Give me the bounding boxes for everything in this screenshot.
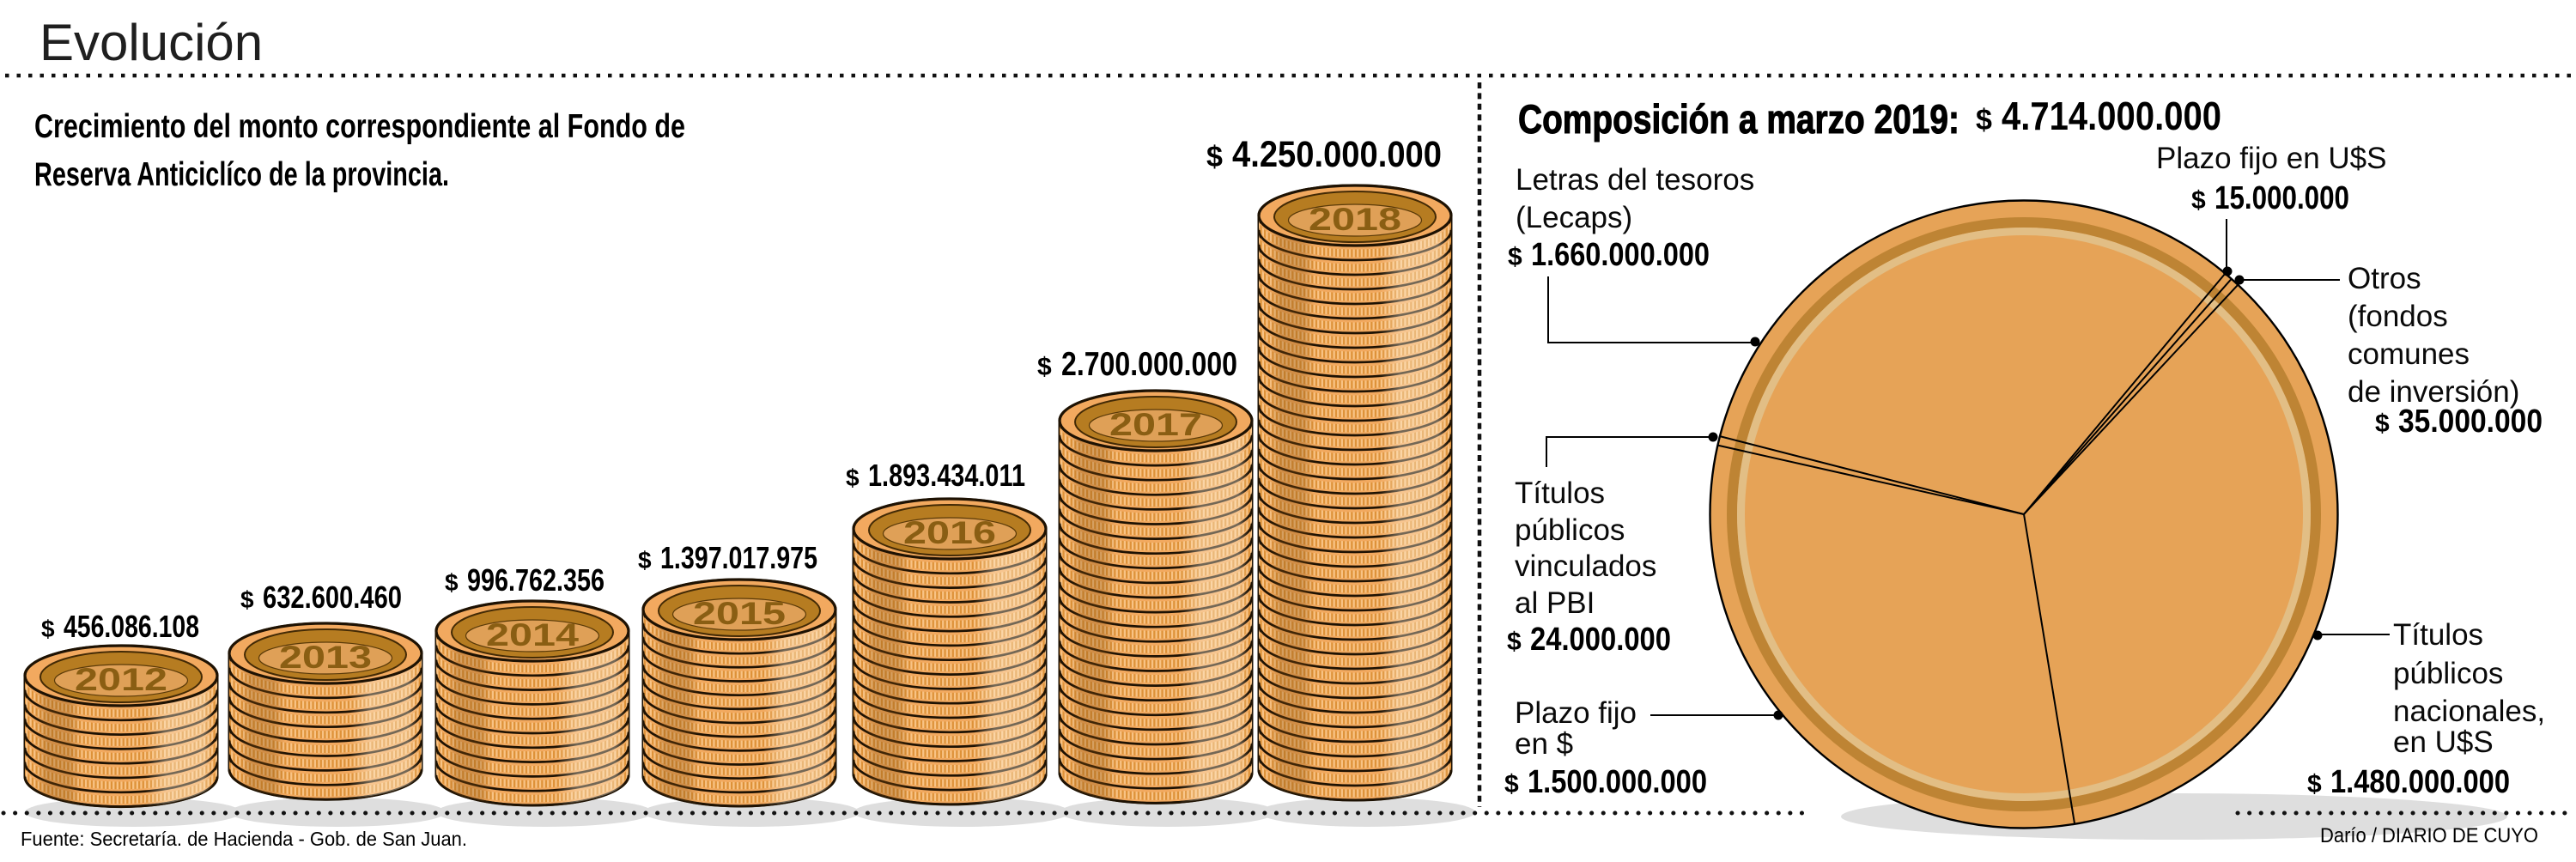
svg-text:24.000.000: 24.000.000 xyxy=(1530,622,1671,658)
svg-text:Letras del tesoros: Letras del tesoros xyxy=(1516,163,1754,197)
svg-text:$: $ xyxy=(1507,628,1522,656)
svg-text:Evolución: Evolución xyxy=(39,14,263,71)
svg-text:2014: 2014 xyxy=(486,617,580,653)
svg-text:$: $ xyxy=(638,547,652,574)
svg-text:Títulos: Títulos xyxy=(1515,477,1605,510)
svg-text:1.893.434.011: 1.893.434.011 xyxy=(868,458,1025,493)
svg-text:2012: 2012 xyxy=(75,662,167,697)
svg-text:4.714.000.000: 4.714.000.000 xyxy=(2002,94,2221,138)
svg-text:2016: 2016 xyxy=(903,515,996,550)
svg-text:$: $ xyxy=(846,464,860,491)
svg-text:Otros: Otros xyxy=(2348,262,2421,295)
svg-text:Fuente: Secretaría. de Haciend: Fuente: Secretaría. de Hacienda - Gob. d… xyxy=(21,828,467,850)
svg-text:$: $ xyxy=(2375,410,2390,438)
svg-text:nacionales,: nacionales, xyxy=(2393,695,2545,728)
svg-text:al PBI: al PBI xyxy=(1515,586,1595,620)
svg-text:1.480.000.000: 1.480.000.000 xyxy=(2330,764,2510,800)
svg-text:Plazo fijo: Plazo fijo xyxy=(1515,696,1637,730)
svg-text:$: $ xyxy=(1206,141,1223,173)
svg-text:15.000.000: 15.000.000 xyxy=(2215,180,2349,216)
svg-text:$: $ xyxy=(1976,104,1992,137)
svg-text:$: $ xyxy=(2307,770,2322,798)
svg-text:1.397.017.975: 1.397.017.975 xyxy=(660,540,817,575)
svg-text:$: $ xyxy=(240,586,254,613)
svg-text:(fondos: (fondos xyxy=(2348,300,2448,333)
svg-text:Crecimiento del monto correspo: Crecimiento del monto correspondiente al… xyxy=(34,108,685,145)
svg-text:Títulos: Títulos xyxy=(2393,618,2483,652)
svg-text:$: $ xyxy=(1508,243,1522,271)
svg-text:públicos: públicos xyxy=(2393,657,2503,690)
svg-text:2017: 2017 xyxy=(1109,407,1202,442)
svg-text:4.250.000.000: 4.250.000.000 xyxy=(1232,134,1442,175)
svg-text:Reserva Anticiclíco de la prov: Reserva Anticiclíco de la provincia. xyxy=(34,156,449,193)
svg-text:2013: 2013 xyxy=(279,640,372,675)
svg-text:$: $ xyxy=(445,569,459,596)
svg-text:2015: 2015 xyxy=(693,596,786,631)
svg-text:2.700.000.000: 2.700.000.000 xyxy=(1061,346,1237,383)
svg-text:996.762.356: 996.762.356 xyxy=(467,562,605,598)
svg-text:públicos: públicos xyxy=(1515,513,1625,547)
svg-text:456.086.108: 456.086.108 xyxy=(64,609,199,644)
svg-text:comunes: comunes xyxy=(2348,337,2470,371)
svg-text:Composición a marzo 2019:: Composición a marzo 2019: xyxy=(1518,96,1959,142)
svg-text:en U$S: en U$S xyxy=(2393,725,2494,759)
svg-text:1.500.000.000: 1.500.000.000 xyxy=(1528,764,1707,800)
svg-text:vinculados: vinculados xyxy=(1515,549,1656,583)
svg-text:Darío / DIARIO DE CUYO: Darío / DIARIO DE CUYO xyxy=(2320,824,2538,847)
svg-text:en $: en $ xyxy=(1515,727,1573,761)
svg-text:1.660.000.000: 1.660.000.000 xyxy=(1531,237,1710,273)
svg-text:2018: 2018 xyxy=(1309,202,1401,237)
svg-text:$: $ xyxy=(2191,186,2206,215)
svg-text:632.600.460: 632.600.460 xyxy=(263,580,402,615)
svg-text:35.000.000: 35.000.000 xyxy=(2398,404,2543,440)
svg-text:(Lecaps): (Lecaps) xyxy=(1516,201,1632,234)
svg-text:de inversión): de inversión) xyxy=(2348,375,2519,409)
svg-text:$: $ xyxy=(1504,770,1519,798)
svg-text:$: $ xyxy=(1037,353,1052,381)
svg-text:$: $ xyxy=(41,616,55,642)
svg-text:Plazo fijo en U$S: Plazo fijo en U$S xyxy=(2156,142,2386,175)
